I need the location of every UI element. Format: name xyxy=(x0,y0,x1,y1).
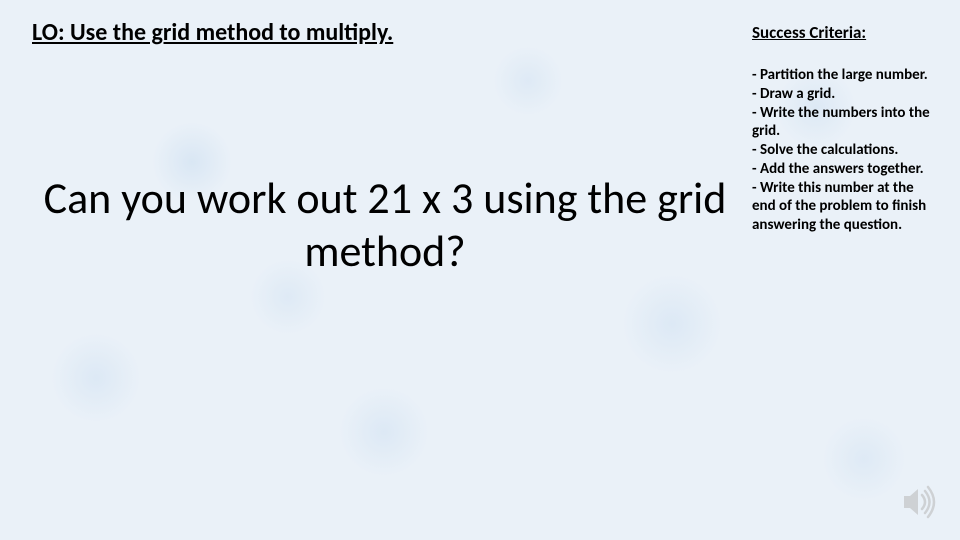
success-criteria-item: - Solve the calculations. xyxy=(752,141,932,160)
success-criteria-item: - Draw a grid. xyxy=(752,85,932,104)
slide: LO: Use the grid method to multiply. Suc… xyxy=(0,0,960,540)
success-criteria-item: - Partition the large number. xyxy=(752,66,932,85)
main-question-text: Can you work out 21 x 3 using the grid m… xyxy=(0,172,770,278)
success-criteria-heading: Success Criteria: xyxy=(752,22,922,43)
success-criteria-item: - Add the answers together. xyxy=(752,160,932,179)
success-criteria-item: - Write this number at the end of the pr… xyxy=(752,179,932,235)
speaker-icon[interactable] xyxy=(898,482,938,522)
learning-objective-title: LO: Use the grid method to multiply. xyxy=(32,18,393,47)
success-criteria-item: - Write the numbers into the grid. xyxy=(752,104,932,142)
success-criteria-list: - Partition the large number. - Draw a g… xyxy=(752,66,932,235)
